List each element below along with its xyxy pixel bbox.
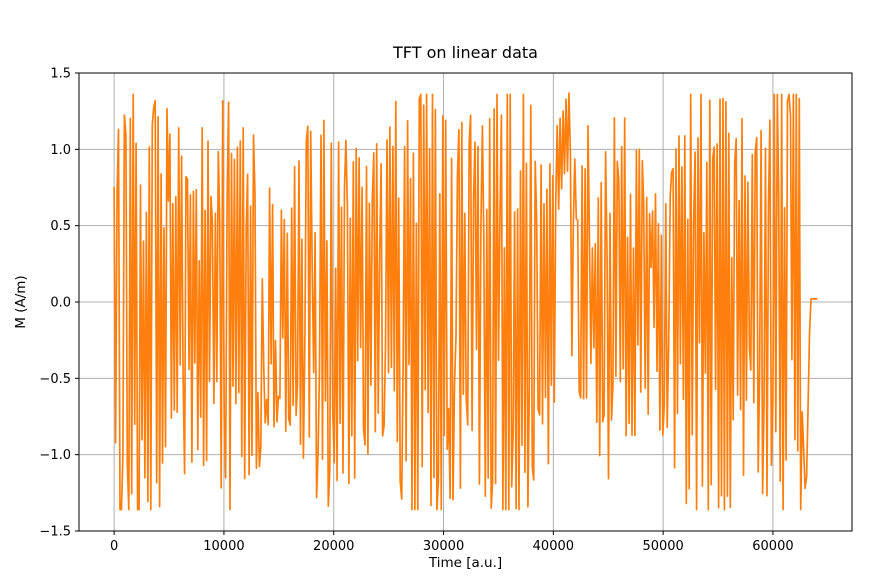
x-tick-label: 20000	[313, 539, 354, 554]
data-series-line	[113, 92, 818, 511]
y-tick-label: 0.5	[50, 219, 71, 234]
chart-title: TFT on linear data	[393, 43, 538, 62]
x-tick-label: 10000	[203, 539, 244, 554]
y-tick-label: −1.0	[39, 448, 71, 463]
x-tick-label: 0	[110, 539, 118, 554]
x-tick-label: 60000	[752, 539, 793, 554]
y-tick-label: −0.5	[39, 372, 71, 387]
y-tick-label: 1.5	[50, 67, 71, 82]
x-tick-label: 40000	[533, 539, 574, 554]
x-tick-label: 50000	[642, 539, 683, 554]
x-tick-label: 30000	[423, 539, 464, 554]
y-tick-label: −1.5	[39, 525, 71, 540]
x-axis-label: Time [a.u.]	[428, 555, 503, 571]
y-tick-label: 0.0	[50, 296, 71, 311]
y-tick-label: 1.0	[50, 143, 71, 158]
